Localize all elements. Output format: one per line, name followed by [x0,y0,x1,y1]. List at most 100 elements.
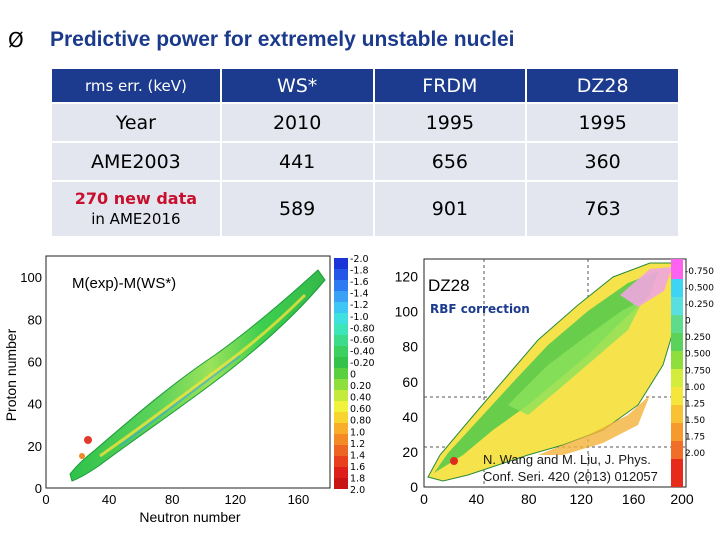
row-label-sub: in AME2016 [91,210,181,228]
right-colorbar-tick: 0 [685,317,691,327]
outlier-point [79,453,85,459]
citation-line-1: N. Wang and M. Liu, J. Phys. [483,452,651,467]
right-x-tick: 80 [521,491,537,507]
table-cell: 1995 [372,102,528,143]
contour-region [508,300,643,415]
left-colorbar-tick: -2.0 [350,254,369,265]
contour-region [620,267,672,307]
arrow-bullet-icon: Ø [8,28,24,52]
right-plot-subtitle: RBF correction [430,302,530,316]
right-colorbar [671,259,683,487]
right-y-tick: 40 [402,409,418,425]
left-colorbar-tick: -1.8 [350,266,369,277]
left-colorbar-tick: -1.6 [350,277,369,288]
left-colorbar-tick: 0.80 [350,416,371,427]
left-plot-xlabel: Neutron number [139,509,241,525]
table-cell: 1995 [525,102,680,143]
left-y-tick: 40 [28,397,42,412]
row-label: 270 new data in AME2016 [50,180,222,238]
table-row: 270 new data in AME2016 589 901 763 [50,180,680,238]
left-colorbar-tick: 1.8 [350,473,365,484]
left-colorbar-tick: 0.40 [350,393,371,404]
contour-region [538,395,650,455]
left-x-tick: 120 [224,492,246,507]
table-cell: 360 [525,141,680,182]
right-x-tick: 160 [622,491,646,507]
left-x-tick: 160 [288,492,310,507]
left-y-tick: 0 [35,481,42,496]
left-colorbar-tick: 0 [350,370,356,381]
left-y-tick: 100 [20,270,42,285]
hotspot [450,457,458,465]
left-colorbar-tick: -0.60 [350,335,375,346]
left-y-tick: 60 [28,354,42,369]
right-contour-plot: -0.750 -0.500 -0.250 0 0.250 0.500 0.750 1.00 1.… [388,255,718,510]
right-colorbar-tick: -0.250 [685,300,714,310]
left-colorbar [334,258,348,489]
right-colorbar-tick: 1.75 [685,432,705,442]
left-colorbar-tick: 1.6 [350,462,365,473]
left-colorbar-tick: 2.0 [350,485,365,496]
left-colorbar-tick: 1.2 [350,439,365,450]
citation-line-2: Conf. Seri. 420 (2013) 012057 [483,469,658,484]
row-label: AME2003 [50,141,222,182]
left-y-tick: 20 [28,439,42,454]
right-y-tick: 0 [410,479,418,495]
right-y-tick: 20 [402,444,418,460]
right-colorbar-tick: -0.750 [685,267,714,277]
left-colorbar-tick: -0.20 [350,358,375,369]
table-cell: 763 [525,180,680,238]
right-y-tick: 120 [395,269,419,285]
right-x-tick: 200 [670,491,694,507]
right-colorbar-tick: 2.00 [685,449,705,459]
right-x-tick: 40 [469,491,485,507]
right-y-tick: 60 [402,374,418,390]
row-label: Year [50,102,222,143]
right-x-tick: 120 [570,491,594,507]
row-label-highlight: 270 new data [74,189,198,208]
table-cell: 441 [219,141,375,182]
band-highlight [119,355,241,447]
left-colorbar-tick: -1.4 [350,289,369,300]
right-x-tick: 0 [420,491,428,507]
left-y-tick: 80 [28,312,42,327]
outlier-point [84,436,92,444]
right-colorbar-tick: 0.500 [685,350,711,360]
table-header-row: rms err. (keV) WS* FRDM DZ28 [50,67,680,104]
left-x-tick: 80 [165,492,179,507]
left-colorbar-tick: 1.0 [350,427,365,438]
slide-heading: Ø Predictive power for extremely unstabl… [8,26,515,54]
table-row: Year 2010 1995 1995 [50,102,680,143]
right-colorbar-tick: 1.00 [685,383,705,393]
right-colorbar-tick: 1.25 [685,399,705,409]
left-contour-plot: -2.0 -1.8 -1.6 -1.4 -1.2 -1.0 -0.80 -0.60 -0.40-… [0,250,390,530]
right-colorbar-tick: -0.500 [685,284,714,294]
table-row: AME2003 441 656 360 [50,141,680,182]
left-plot-frame [45,255,331,489]
header-cell: DZ28 [525,67,680,104]
rms-error-table: rms err. (keV) WS* FRDM DZ28 Year 2010 1… [50,67,680,238]
left-colorbar-tick: -0.80 [350,323,375,334]
left-plot-ylabel: Proton number [3,328,19,421]
right-colorbar-tick: 0.250 [685,333,711,343]
left-plot-title: M(exp)-M(WS*) [72,275,176,292]
header-cell: FRDM [372,67,528,104]
left-colorbar-tick: -1.2 [350,300,369,311]
left-colorbar-tick: 1.4 [350,450,365,461]
left-colorbar-tick: 0.60 [350,404,371,415]
right-plot-svg: -0.750 -0.500 -0.250 0 0.250 0.500 0.750 1.00 1.… [395,258,714,507]
left-x-tick: 40 [102,492,116,507]
right-colorbar-tick: 0.750 [685,366,711,376]
left-x-tick: 0 [42,492,49,507]
slide-title: Predictive power for extremely unstable … [50,28,515,51]
left-colorbar-tick: -0.40 [350,346,375,357]
table-cell: 2010 [219,102,375,143]
left-plot-svg: -2.0-1.8-1.6-1.4-1.2-1.0-0.80-0.60-0.40-… [3,254,375,525]
right-colorbar-tick: 1.50 [685,416,705,426]
band-highlight [99,293,307,458]
right-plot-title: DZ28 [428,276,470,295]
left-colorbar-tick: 0.20 [350,381,371,392]
table-cell: 901 [372,180,528,238]
right-y-tick: 100 [395,304,419,320]
header-cell: rms err. (keV) [50,67,222,104]
